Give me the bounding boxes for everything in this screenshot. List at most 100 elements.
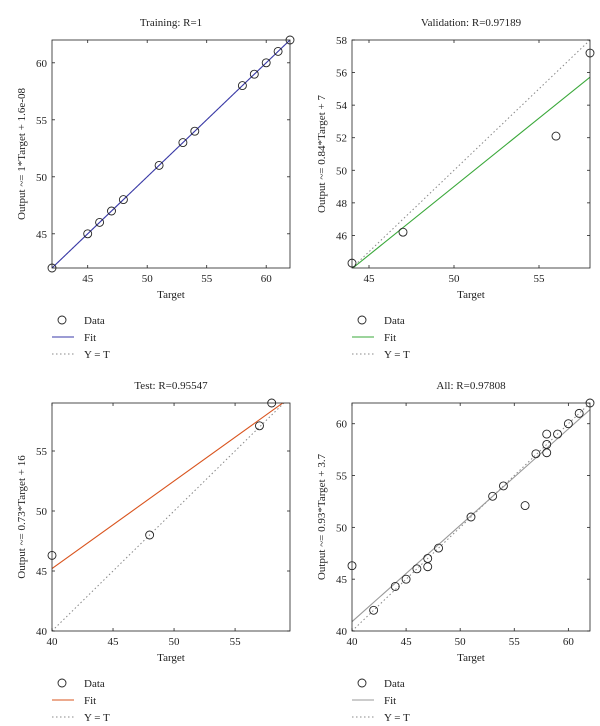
data-point	[237, 81, 247, 91]
chart-svg-3: All: R=0.97808 40 45 50 55 60 40 45 50 55 60 Target…	[316, 380, 595, 724]
data-point	[423, 554, 433, 563]
data-point	[154, 160, 164, 170]
plot-area-frame	[51, 402, 291, 632]
identity-line	[352, 403, 590, 631]
data-point	[423, 562, 433, 572]
x-tick-label: 55	[509, 636, 521, 648]
data-point	[520, 501, 530, 511]
data-point	[531, 449, 541, 459]
y-tick-label: 46	[336, 230, 348, 242]
data-point	[190, 126, 200, 136]
y-tick-label: 45	[36, 566, 48, 578]
legend-yt-label: Y = T	[384, 349, 410, 361]
legend-yt-label: Y = T	[84, 349, 110, 361]
data-point	[398, 227, 408, 237]
y-tick-label: 56	[336, 68, 348, 80]
identity-line	[352, 40, 590, 268]
data-point	[118, 195, 128, 205]
data-point	[434, 543, 443, 553]
data-point	[585, 48, 595, 58]
legend-data-marker	[357, 315, 367, 325]
y-tick-label: 50	[36, 506, 48, 518]
y-tick-label: 55	[336, 471, 348, 483]
legend-fit-label: Fit	[384, 695, 396, 707]
y-tick-label: 55	[36, 115, 48, 127]
fit-line	[52, 403, 284, 570]
y-tick-label: 55	[36, 446, 48, 458]
x-axis-label: Target	[157, 289, 185, 301]
data-point	[390, 581, 400, 591]
data-point	[255, 421, 264, 431]
identity-line	[52, 403, 285, 631]
data-point	[47, 550, 57, 560]
chart-svg-2: Test: R=0.95547 40 45 50 55 40 45 50 55 Target Out…	[16, 380, 291, 724]
chart-title: Training: R=1	[140, 17, 202, 29]
x-tick-label: 60	[261, 273, 273, 285]
legend: Data Fit Y = T	[52, 315, 110, 361]
plot-area-frame	[351, 402, 591, 632]
data-point	[267, 398, 277, 408]
x-tick-label: 50	[142, 273, 154, 285]
chart-title: Test: R=0.95547	[134, 380, 208, 392]
legend-fit-label: Fit	[384, 332, 396, 344]
legend: Data Fit Y = T	[352, 315, 410, 361]
x-tick-label: 55	[201, 273, 213, 285]
data-point	[563, 419, 573, 429]
y-tick-label: 60	[36, 58, 48, 70]
x-tick-label: 50	[449, 273, 461, 285]
data-point	[553, 429, 562, 439]
x-tick-label: 40	[47, 636, 59, 648]
data-point	[178, 138, 188, 148]
data-point	[542, 440, 552, 449]
data-point	[95, 217, 105, 227]
legend-data-label: Data	[384, 315, 405, 327]
legend-data-label: Data	[384, 678, 405, 690]
legend: Data Fit Y = T	[352, 678, 410, 724]
y-tick-label: 50	[336, 522, 348, 534]
fit-line	[352, 76, 590, 268]
x-axis-label: Target	[157, 652, 185, 664]
legend-yt-label: Y = T	[84, 712, 110, 724]
y-tick-label: 40	[336, 626, 348, 638]
plot-area-frame	[351, 39, 591, 269]
y-tick-label: 54	[336, 100, 348, 112]
data-point	[249, 69, 259, 79]
legend-data-marker	[57, 678, 67, 688]
data-point	[585, 398, 595, 408]
x-axis-label: Target	[457, 289, 485, 301]
y-tick-label: 40	[36, 626, 48, 638]
x-tick-label: 45	[108, 636, 120, 648]
data-point	[574, 408, 584, 418]
x-tick-label: 45	[364, 273, 376, 285]
x-axis-label: Target	[457, 652, 485, 664]
data-point	[466, 512, 476, 522]
data-point	[261, 58, 271, 68]
x-tick-label: 40	[347, 636, 359, 648]
x-tick-label: 50	[169, 636, 181, 648]
data-point	[285, 35, 295, 45]
data-point	[145, 530, 155, 540]
y-tick-label: 52	[336, 133, 347, 145]
legend-data-label: Data	[84, 315, 105, 327]
y-axis-label: Output ~= 0.84*Target + 7	[316, 95, 328, 213]
x-tick-label: 55	[230, 636, 242, 648]
x-tick-label: 60	[563, 636, 575, 648]
y-axis-label: Output ~= 0.73*Target + 16	[16, 455, 28, 579]
fit-line	[52, 40, 290, 268]
chart-title: All: R=0.97808	[436, 380, 506, 392]
data-point	[412, 564, 422, 574]
plot-area-frame	[51, 39, 291, 269]
y-tick-label: 45	[36, 229, 48, 241]
chart-svg-1: Validation: R=0.97189 45 50 55 46 48 50 52 54 56 5…	[316, 17, 595, 361]
y-tick-label: 58	[336, 35, 348, 47]
chart-title: Validation: R=0.97189	[421, 17, 522, 29]
y-tick-label: 60	[336, 419, 348, 431]
y-tick-label: 48	[336, 198, 348, 210]
data-point	[347, 561, 357, 571]
x-tick-label: 55	[534, 273, 546, 285]
all-panel: All: R=0.97808 40 45 50 55 60 40 45 50 55 60 Target…	[300, 363, 600, 726]
data-point	[499, 481, 508, 491]
legend-fit-label: Fit	[84, 695, 96, 707]
x-tick-label: 50	[455, 636, 467, 648]
data-point	[347, 258, 357, 268]
